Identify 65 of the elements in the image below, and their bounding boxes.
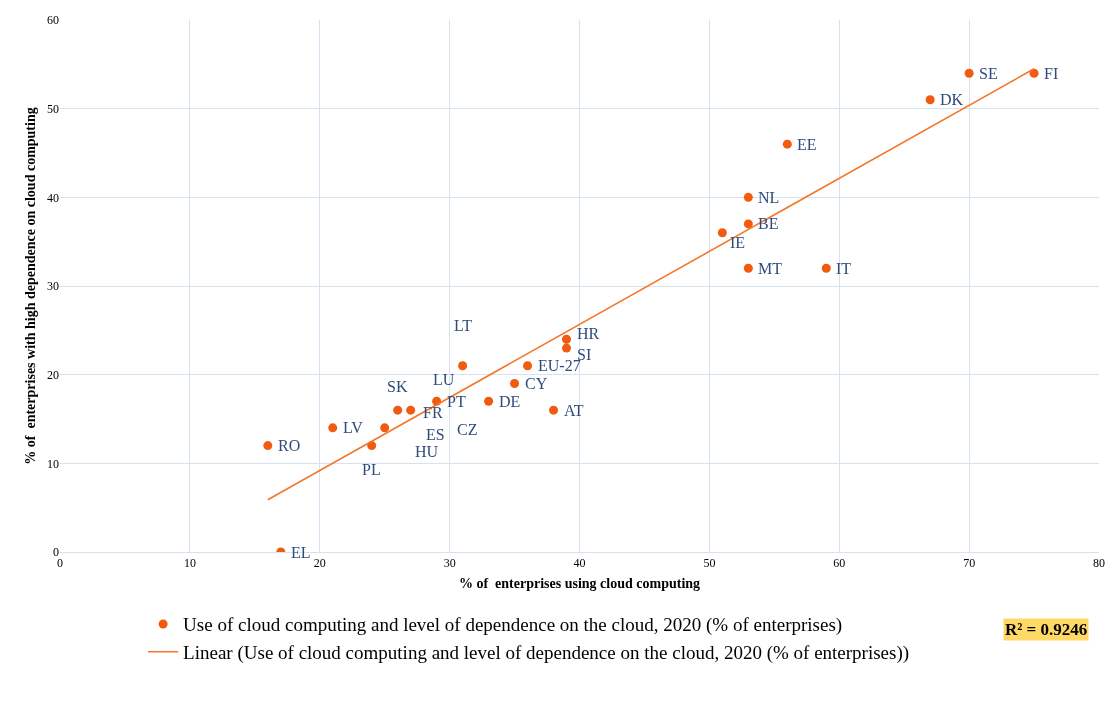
annotation: LV (343, 419, 364, 436)
x-tick-label: 10 (183, 556, 196, 571)
point (523, 361, 533, 371)
point (743, 263, 753, 273)
annotation: BE (758, 215, 779, 232)
annotation: HR (577, 325, 600, 342)
annotation: IE (730, 234, 746, 251)
x-tick-label: 60 (833, 556, 846, 571)
x-axis-title: % of enterprises using cloud computing (458, 575, 701, 591)
y-tick-label: 10 (47, 456, 59, 471)
point (263, 441, 273, 451)
annotation: EL (291, 544, 311, 561)
y-tick-label: 50 (47, 101, 59, 116)
point (821, 263, 831, 273)
x-tick-label: 70 (963, 556, 976, 571)
legend-label: Use of cloud computing and level of dependence on the cloud, 2020 (% of enterprises) (183, 614, 843, 637)
annotation: PL (362, 461, 381, 478)
point (406, 405, 416, 415)
y-tick-label: 30 (47, 279, 59, 294)
point (393, 405, 403, 415)
annotation: LT (454, 317, 473, 334)
point (380, 423, 390, 433)
point (328, 423, 338, 433)
annotation: LU (433, 371, 455, 388)
annotation: FR (423, 404, 443, 421)
x-tick-label: 20 (313, 556, 326, 571)
annotation: SE (979, 65, 998, 82)
annotation: FI (1044, 65, 1059, 82)
point (484, 396, 494, 406)
x-tick-label: 80 (1093, 556, 1105, 571)
point (717, 228, 727, 238)
y-tick-label: 60 (47, 13, 59, 28)
annotation: CY (525, 375, 548, 392)
y-tick-label: 20 (47, 367, 59, 382)
point (562, 334, 572, 344)
annotation: SK (387, 378, 408, 395)
annotation: IT (836, 260, 852, 277)
x-tick-label: 50 (703, 556, 716, 571)
annotation: CZ (457, 421, 478, 438)
annotation: DK (940, 91, 964, 108)
point (925, 95, 935, 105)
annotation: ES (426, 426, 445, 443)
point (510, 379, 520, 389)
y-tick-label: 0 (53, 545, 59, 560)
y-tick-label: 40 (47, 190, 59, 205)
annotation: PT (447, 393, 466, 410)
point (782, 139, 792, 149)
x-tick-label: 30 (443, 556, 456, 571)
annotation: NL (758, 189, 780, 206)
point (549, 405, 559, 415)
annotation: EE (797, 136, 817, 153)
annotation: DE (499, 393, 521, 410)
y-axis-title: % of enterprises with high dependence on cloud computing (22, 107, 38, 465)
annotation: MT (758, 260, 783, 277)
annotation: AT (564, 402, 584, 419)
point (458, 361, 468, 371)
x-tick-label: 40 (573, 556, 586, 571)
point (743, 219, 753, 229)
annotation: HU (415, 443, 439, 460)
point (562, 343, 572, 353)
point (964, 68, 974, 78)
annotation: RO (278, 437, 301, 454)
text: R² = 0.9246 (1005, 620, 1088, 639)
legend-label: Linear (Use of cloud computing and level of dependence on the cloud, 2020 (% of enterprises)) (183, 642, 910, 665)
point (743, 192, 753, 202)
